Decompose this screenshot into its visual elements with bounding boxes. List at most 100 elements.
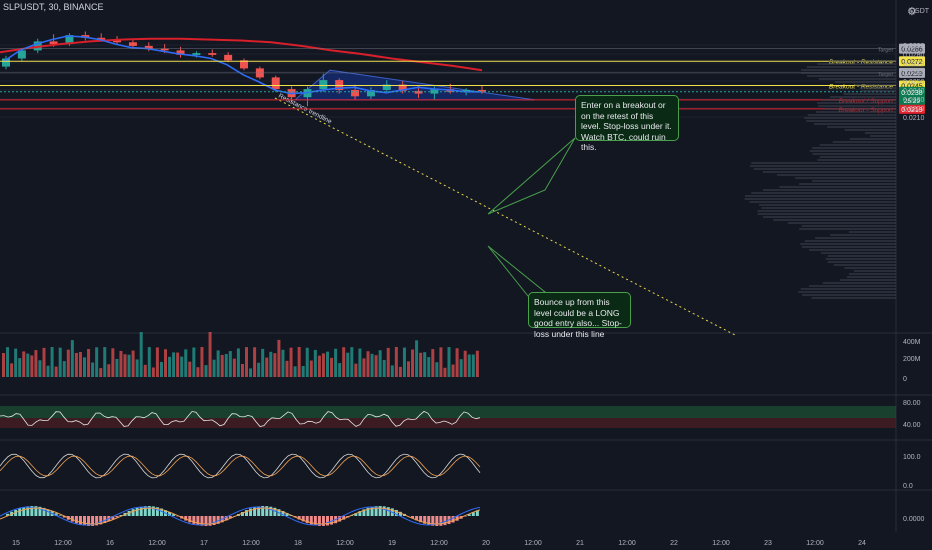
volume-bar (62, 361, 66, 377)
macd-histogram-bar (378, 506, 382, 516)
volume-bar (151, 367, 155, 377)
volume-bar (95, 347, 99, 377)
macd-histogram-bar (398, 511, 402, 516)
volume-bar (407, 361, 410, 377)
volume-profile-bar (744, 195, 896, 197)
volume-bar (176, 352, 180, 377)
entry-note[interactable]: Enter on a breakout or on the retest of … (575, 95, 679, 152)
volume-bar (78, 351, 82, 377)
volume-bar (475, 350, 479, 377)
macd-histogram-bar (131, 509, 135, 516)
candle-body (462, 90, 471, 92)
volume-bar (463, 350, 467, 377)
price-level-label: Breakout - Resistance (829, 59, 893, 66)
macd-histogram-bar (439, 516, 443, 526)
time-tick: 19 (388, 540, 396, 547)
volume-profile-bar (829, 96, 896, 98)
macd-histogram-bar (309, 516, 313, 525)
time-tick: 22 (670, 540, 678, 547)
macd-histogram-bar (224, 516, 228, 521)
volume-bar (459, 359, 463, 377)
volume-bar (228, 351, 232, 377)
price-level-label: Target (878, 48, 894, 54)
macd-histogram-bar (321, 516, 325, 526)
macd-histogram-bar (127, 510, 131, 516)
macd-histogram-bar (119, 515, 123, 516)
indicator-tick: 40.00 (903, 422, 921, 429)
price-tick: 0.0290 (903, 43, 925, 50)
volume-bar (240, 363, 244, 377)
macd-histogram-bar (285, 512, 289, 516)
volume-bar (50, 347, 54, 377)
macd-histogram-bar (159, 508, 163, 516)
volume-profile-bar (812, 153, 896, 155)
candle-body (224, 54, 233, 61)
candle-body (398, 84, 407, 91)
price-level-label: Target (878, 72, 894, 78)
price-tick: 0.0280 (903, 52, 925, 59)
volume-bar (220, 354, 224, 377)
macd-histogram-bar (338, 516, 342, 522)
resistance-trendline[interactable] (274, 97, 736, 336)
macd-histogram-bar (463, 516, 467, 517)
volume-bar (119, 350, 123, 377)
note-pointer (487, 245, 547, 297)
volume-profile-bar (813, 123, 896, 125)
macd-histogram-bar (192, 516, 196, 524)
volume-bar (386, 347, 390, 377)
time-tick: 12:00 (618, 540, 636, 547)
volume-profile-bar (825, 258, 896, 260)
volume-profile-bar (753, 168, 896, 170)
volume-bar (354, 363, 358, 377)
symbol-info[interactable]: SLPUSDT, 30, BINANCE (3, 2, 104, 12)
volume-profile-bar (869, 135, 896, 137)
time-tick: 12:00 (524, 540, 542, 547)
time-axis[interactable]: 15 12:00 16 12:00 17 12:00 18 12:00 19 12:00 20 12:… (12, 540, 866, 547)
volume-bar (34, 350, 38, 377)
volume-bar (317, 355, 321, 377)
volume-bar (309, 360, 313, 377)
volume-bar (443, 367, 447, 377)
candle-body (382, 84, 391, 90)
volume-profile-bar (807, 75, 896, 77)
macd-histogram-bar (370, 506, 374, 516)
volume-profile-bar (843, 93, 896, 95)
volume-bar (253, 347, 257, 377)
macd-histogram-bar (354, 513, 358, 516)
volume-profile-bar (809, 150, 896, 152)
macd-histogram-bar (326, 516, 329, 526)
volume-profile-bar (827, 255, 896, 257)
gear-icon[interactable]: ⚙ (907, 6, 917, 18)
macd-histogram-bar (42, 507, 46, 516)
volume-profile-bar (830, 234, 896, 236)
slow-moving-average-line (0, 37, 483, 72)
volume-profile-bar (827, 261, 896, 263)
volume-profile-bar (822, 282, 896, 284)
volume-bar (204, 365, 208, 377)
current-price-value: 0.0238 (901, 90, 923, 97)
volume-profile-bar (802, 294, 896, 296)
countdown-timer: 25:29 (904, 98, 921, 105)
macd-histogram-bar (330, 516, 334, 525)
volume-bar (273, 353, 277, 377)
macd-histogram-bar (342, 516, 346, 520)
rsi-overbought-band (0, 406, 896, 418)
macd-histogram-bar (475, 510, 479, 516)
volume-bar (22, 351, 26, 377)
indicator-panes (0, 332, 896, 526)
volume-bar (245, 347, 248, 377)
macd-histogram-bar (26, 506, 30, 516)
price-axis[interactable]: USDT 0.0290 0.0280 0.0270 0.0260 0.0250 0.0240… (903, 8, 930, 523)
time-tick: 12:00 (712, 540, 730, 547)
long-entry-note[interactable]: Bounce up from this level could be a LON… (528, 292, 631, 339)
candle-body (17, 50, 26, 59)
time-tick: 18 (294, 540, 302, 547)
macd-histogram-bar (394, 509, 398, 516)
price-tick: 0.0210 (903, 115, 925, 122)
volume-bar (301, 366, 305, 377)
volume-bar (123, 354, 127, 377)
current-price-tag (899, 86, 925, 105)
volume-bar (200, 347, 204, 377)
volume-bar (330, 357, 334, 377)
